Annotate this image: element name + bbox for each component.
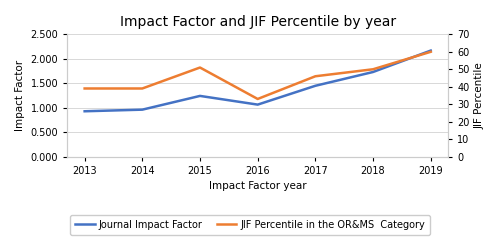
- JIF Percentile in the OR&MS  Category: [82, 87, 87, 90]
- Journal Impact Factor: [82, 110, 87, 113]
- Title: Impact Factor and JIF Percentile by year: Impact Factor and JIF Percentile by year: [120, 15, 396, 29]
- JIF Percentile in the OR&MS  Category: [428, 50, 434, 53]
- Line: JIF Percentile in the OR&MS  Category: JIF Percentile in the OR&MS Category: [84, 52, 430, 99]
- JIF Percentile in the OR&MS  Category: [254, 98, 260, 100]
- Journal Impact Factor: [428, 49, 434, 52]
- Journal Impact Factor: [197, 95, 203, 97]
- JIF Percentile in the OR&MS  Category: [370, 68, 376, 71]
- JIF Percentile in the OR&MS  Category: [312, 75, 318, 78]
- JIF Percentile in the OR&MS  Category: [140, 87, 145, 90]
- X-axis label: Impact Factor year: Impact Factor year: [209, 181, 306, 191]
- Journal Impact Factor: [370, 71, 376, 73]
- Y-axis label: Impact Factor: Impact Factor: [15, 60, 25, 131]
- Line: Journal Impact Factor: Journal Impact Factor: [84, 50, 430, 111]
- Journal Impact Factor: [254, 103, 260, 106]
- Y-axis label: JIF Percentile: JIF Percentile: [475, 62, 485, 129]
- Journal Impact Factor: [312, 84, 318, 87]
- Legend: Journal Impact Factor, JIF Percentile in the OR&MS  Category: Journal Impact Factor, JIF Percentile in…: [70, 215, 430, 234]
- JIF Percentile in the OR&MS  Category: [197, 66, 203, 69]
- Journal Impact Factor: [140, 108, 145, 111]
